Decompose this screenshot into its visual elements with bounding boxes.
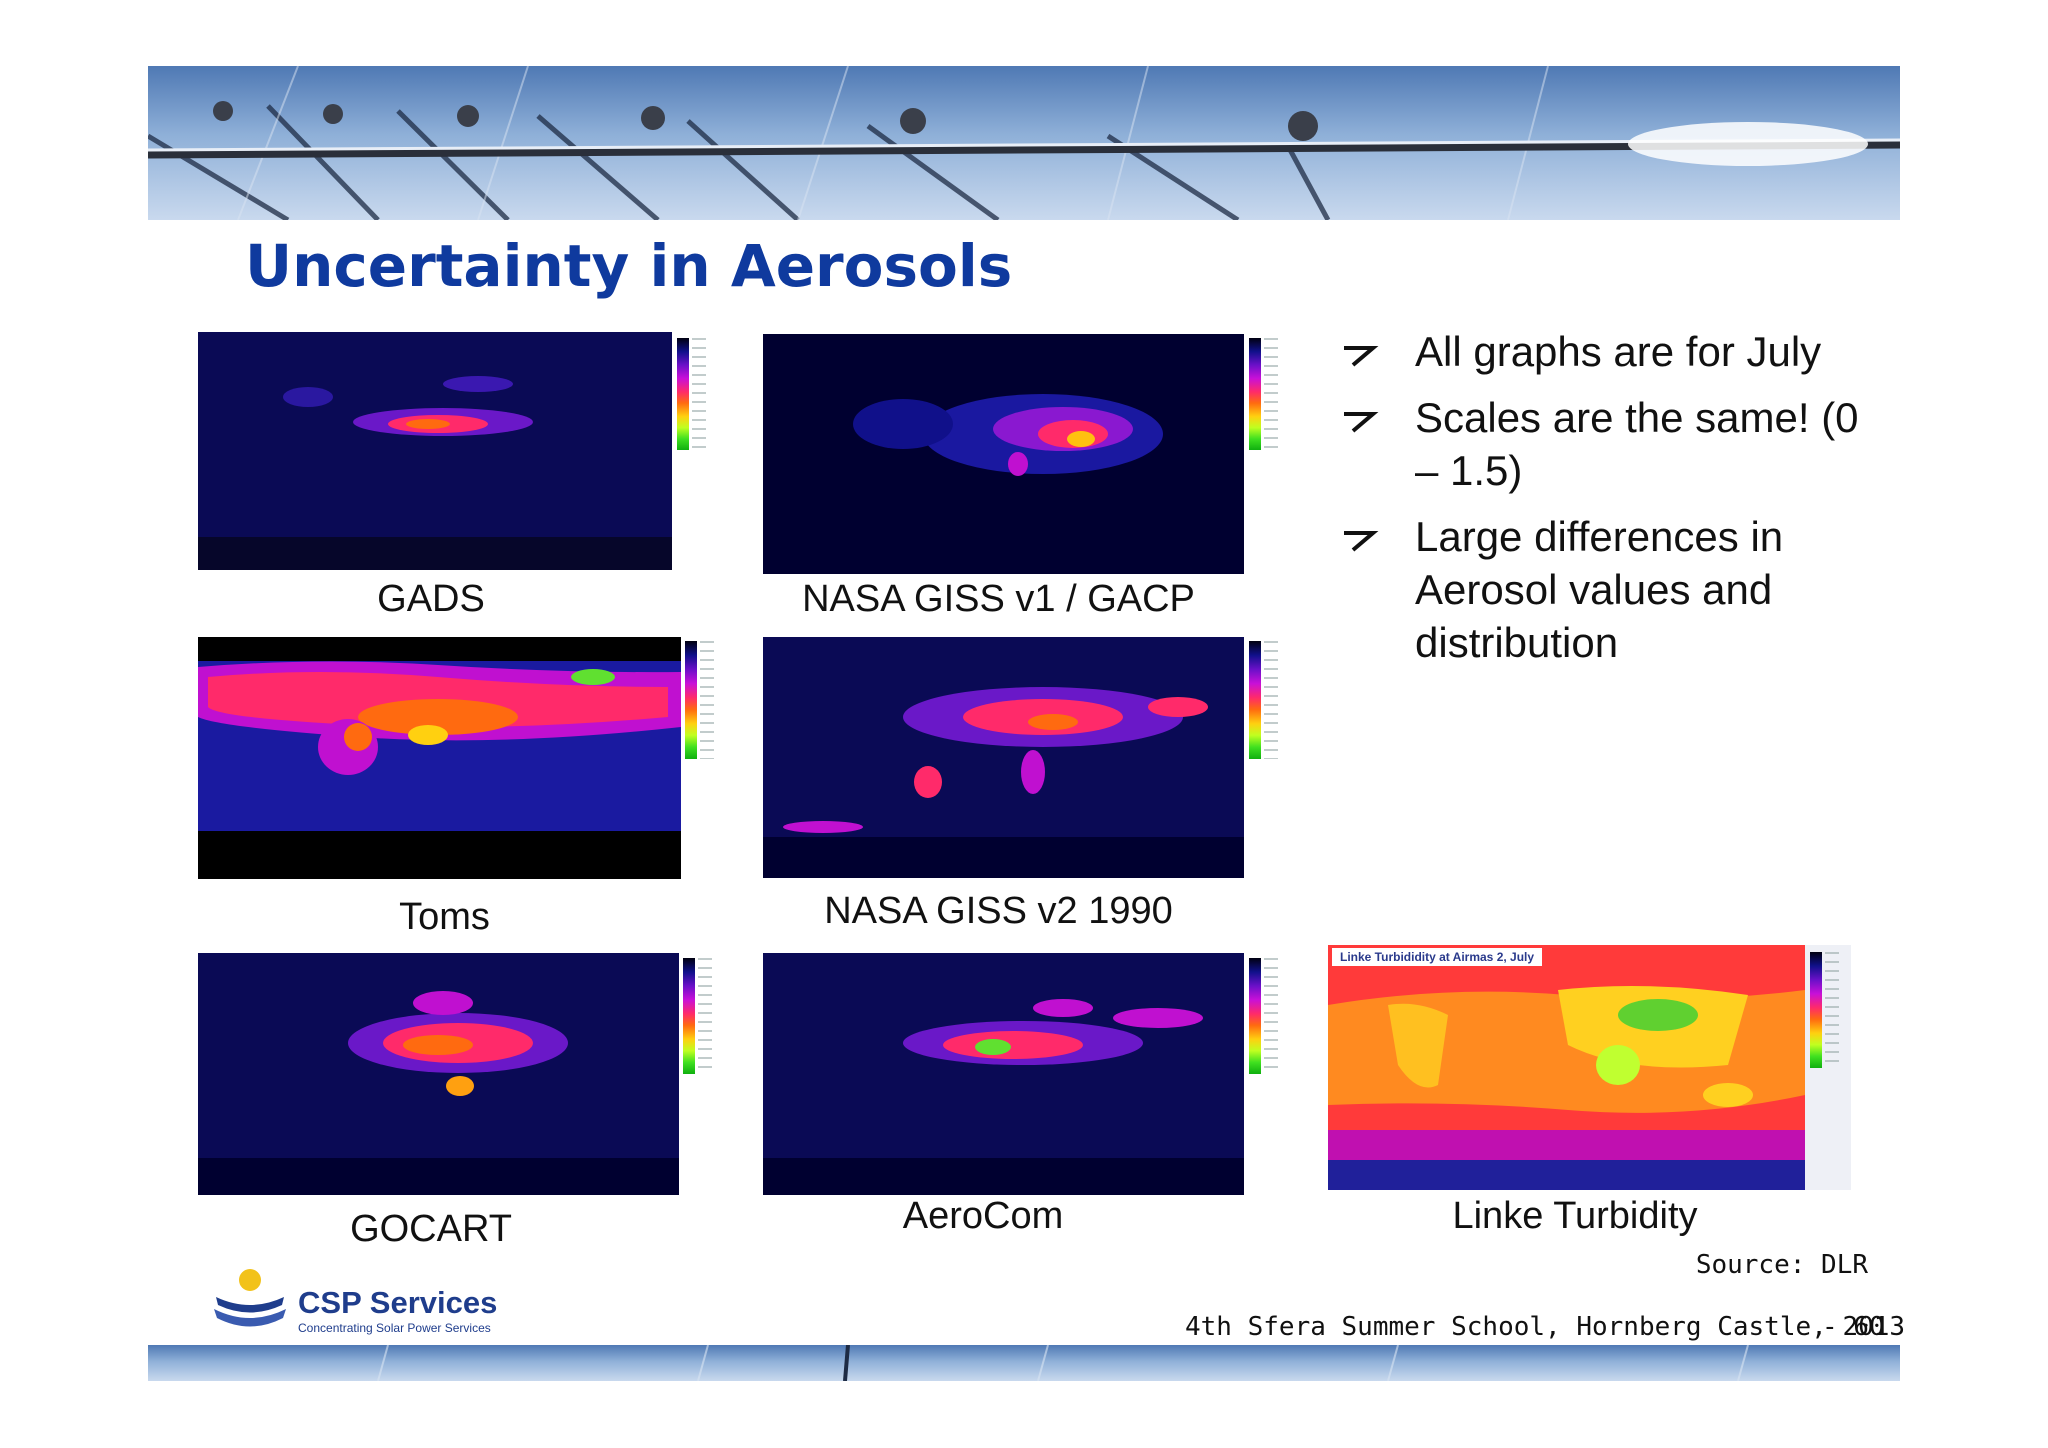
map-toms xyxy=(198,637,681,879)
caption-aerocom: AeroCom xyxy=(902,1195,1064,1237)
map-linke-turbidity: Linke Turbididity at Airmas 2, July xyxy=(1328,945,1851,1190)
footer-event: 4th Sfera Summer School, Hornberg Castle… xyxy=(1185,1312,1906,1342)
colorbar-aerocom xyxy=(1249,958,1278,1074)
linke-inset-title: Linke Turbididity at Airmas 2, July xyxy=(1332,948,1543,966)
bullet-text: All graphs are for July xyxy=(1415,328,1822,375)
source-credit: Source: DLR xyxy=(1695,1250,1868,1280)
logo-tagline: Concentrating Solar Power Services xyxy=(298,1321,491,1335)
footer-banner-image xyxy=(148,1345,1900,1381)
logo-name: CSP Services xyxy=(298,1285,498,1320)
bullet-text: Scales are the same! (0 – 1.5) xyxy=(1415,394,1859,494)
bullet-item: Scales are the same! (0 – 1.5) xyxy=(1335,391,1875,497)
sun-bowl-logo-icon xyxy=(214,1269,286,1327)
caption-gads: GADS xyxy=(377,578,485,620)
colorbar-toms xyxy=(685,641,714,759)
bullet-list: All graphs are for July Scales are the s… xyxy=(1335,325,1875,682)
caption-toms: Toms xyxy=(399,896,490,938)
map-gocart xyxy=(198,953,679,1195)
map-nasa-giss-v2-1990 xyxy=(763,637,1244,878)
bullet-item: All graphs are for July xyxy=(1335,325,1875,378)
bullet-item: Large differences in Aerosol values and … xyxy=(1335,510,1875,669)
caption-linke-turbidity: Linke Turbidity xyxy=(1452,1195,1698,1237)
bullet-arrow-icon xyxy=(1344,531,1379,552)
colorbar-nasa-giss-v1 xyxy=(1249,338,1278,450)
colorbar-gads xyxy=(677,338,706,450)
caption-gocart: GOCART xyxy=(350,1208,512,1250)
bullet-text: Large differences in Aerosol values and … xyxy=(1415,513,1784,666)
map-aerocom xyxy=(763,953,1244,1195)
slide-title: Uncertainty in Aerosols xyxy=(245,232,1013,300)
bullet-arrow-icon xyxy=(1344,346,1379,367)
colorbar-linke-turbidity xyxy=(1810,952,1839,1068)
colorbar-nasa-giss-v2 xyxy=(1249,641,1278,759)
caption-nasa-giss-v1-gacp: NASA GISS v1 / GACP xyxy=(802,578,1195,620)
map-nasa-giss-v1-gacp xyxy=(763,334,1244,574)
map-gads xyxy=(198,332,672,570)
trough-strip-graphic xyxy=(377,1345,1749,1381)
bullet-arrow-icon xyxy=(1344,412,1379,433)
page-number: - 60 xyxy=(1822,1312,1885,1342)
caption-nasa-giss-v2-1990: NASA GISS v2 1990 xyxy=(824,890,1173,932)
csp-services-logo: CSP Services Concentrating Solar Power S… xyxy=(210,1265,520,1335)
colorbar-gocart xyxy=(683,958,712,1074)
header-banner-image xyxy=(148,66,1900,220)
trough-collector-graphic xyxy=(148,66,1900,220)
